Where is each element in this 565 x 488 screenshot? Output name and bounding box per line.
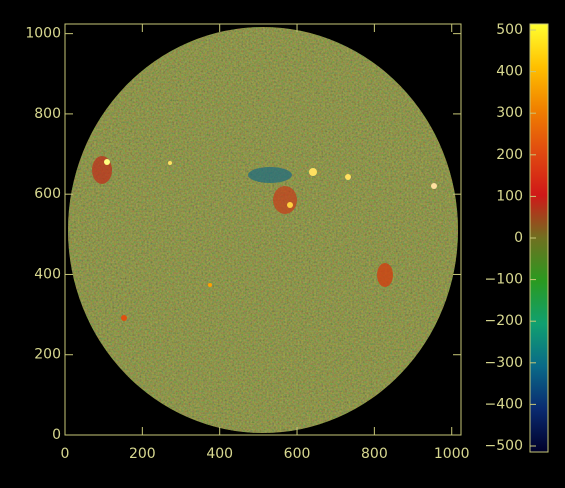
colorbar-tick-label: 200: [496, 147, 523, 163]
x-tick-label: 600: [284, 446, 311, 462]
region: [431, 183, 437, 189]
disk-texture: [68, 27, 458, 433]
region: [104, 159, 110, 165]
y-tick-label: 600: [34, 186, 61, 202]
chart: 0200400600800100002004006008001000−500−4…: [0, 0, 565, 488]
solar-disk: [68, 27, 458, 433]
y-tick-label: 200: [34, 347, 61, 363]
region: [168, 161, 172, 165]
region: [377, 263, 393, 287]
x-tick-label: 400: [206, 446, 233, 462]
x-tick-label: 200: [129, 446, 156, 462]
region: [309, 168, 317, 176]
region: [208, 283, 212, 287]
x-tick-label: 800: [361, 446, 388, 462]
region: [273, 186, 297, 214]
y-tick-label: 400: [34, 266, 61, 282]
colorbar-tick-label: 500: [496, 22, 523, 38]
x-tick-label: 0: [61, 446, 70, 462]
colorbar-tick-label: 400: [496, 64, 523, 80]
colorbar-tick-label: 100: [496, 188, 523, 204]
colorbar-tick-label: −100: [485, 272, 523, 288]
colorbar-tick-label: −500: [485, 438, 523, 454]
y-tick-label: 0: [52, 427, 61, 443]
region: [121, 315, 127, 321]
colorbar-tick-label: −400: [485, 396, 523, 412]
y-tick-label: 1000: [25, 26, 61, 42]
colorbar-tick-label: −200: [485, 313, 523, 329]
colorbar-tick-label: 0: [514, 230, 523, 246]
colorbar-tick-label: 300: [496, 105, 523, 121]
colorbar-tick-label: −300: [485, 355, 523, 371]
x-tick-label: 1000: [434, 446, 470, 462]
region: [345, 174, 351, 180]
region: [287, 202, 293, 208]
region: [248, 167, 292, 183]
y-tick-label: 800: [34, 106, 61, 122]
